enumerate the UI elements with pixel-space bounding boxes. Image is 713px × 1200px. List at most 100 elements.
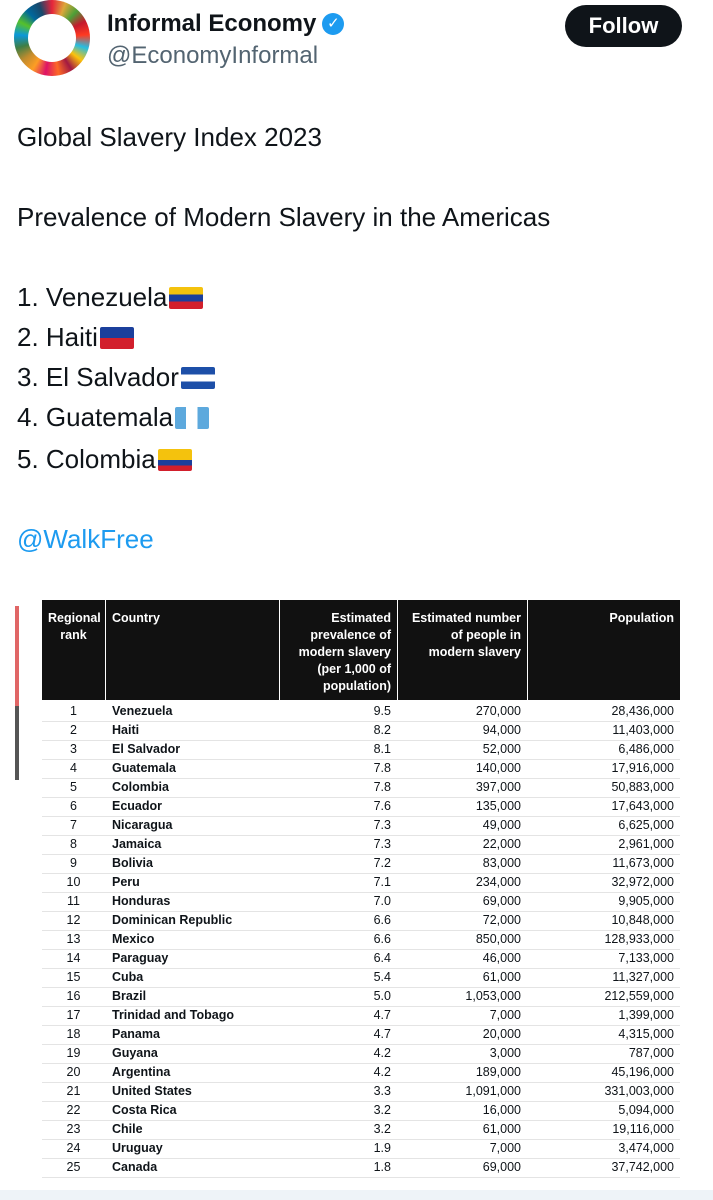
table-cell: 10,848,000 bbox=[611, 913, 674, 927]
list-text: 4. Guatemala bbox=[17, 402, 174, 432]
table-cell: 16 bbox=[66, 989, 81, 1003]
table-cell: 7,133,000 bbox=[618, 951, 674, 965]
table-cell: 20 bbox=[66, 1065, 81, 1079]
row-line bbox=[42, 930, 680, 931]
table-cell: 787,000 bbox=[628, 1046, 674, 1060]
table-cell: Guyana bbox=[112, 1046, 158, 1060]
table-cell: 7.8 bbox=[373, 761, 391, 775]
table-cell: 24 bbox=[66, 1141, 81, 1155]
tweet-subtitle: Prevalence of Modern Slavery in the Amer… bbox=[17, 202, 551, 232]
list-item: 2. Haiti bbox=[17, 322, 134, 353]
header-text: of people in bbox=[450, 628, 521, 642]
list-item: 1. Venezuela bbox=[17, 282, 204, 313]
list-item: 3. El Salvador bbox=[17, 362, 215, 393]
table-cell: Honduras bbox=[112, 894, 171, 908]
name-text[interactable]: Informal Economy bbox=[107, 10, 317, 37]
table-cell: 11,673,000 bbox=[612, 856, 674, 870]
table-cell: 45,196,000 bbox=[611, 1065, 674, 1079]
table-cell: 234,000 bbox=[475, 875, 521, 889]
mention-link[interactable]: @WalkFree bbox=[17, 524, 154, 554]
account-name[interactable]: Informal Economy ✓ bbox=[107, 10, 345, 38]
row-line bbox=[42, 759, 680, 760]
table-cell: 12 bbox=[66, 913, 81, 927]
list-text: 5. Colombia bbox=[17, 444, 156, 474]
table-cell: 17 bbox=[66, 1008, 81, 1022]
header-text: Population bbox=[609, 611, 674, 625]
side-bar bbox=[15, 706, 19, 780]
table-cell: 13 bbox=[66, 932, 81, 946]
table-cell: Cuba bbox=[112, 970, 144, 984]
header-cell: Population bbox=[528, 600, 680, 700]
table-cell: 5.4 bbox=[373, 970, 391, 984]
row-line bbox=[42, 1082, 680, 1083]
table-cell: 17,643,000 bbox=[611, 799, 674, 813]
table-cell: 7.0 bbox=[373, 894, 391, 908]
row-line bbox=[42, 1063, 680, 1064]
table-cell: Chile bbox=[112, 1122, 143, 1136]
table-cell: 4.2 bbox=[373, 1065, 391, 1079]
table-cell: 7.8 bbox=[373, 780, 391, 794]
table-cell: 1 bbox=[70, 704, 77, 718]
flag bbox=[157, 448, 192, 471]
table-cell: 3.2 bbox=[373, 1122, 391, 1136]
table-cell: 8.1 bbox=[373, 742, 391, 756]
table-cell: 28,436,000 bbox=[611, 704, 674, 718]
table-cell: Jamaica bbox=[112, 837, 162, 851]
table-cell: 6.4 bbox=[373, 951, 391, 965]
verified-badge: ✓ bbox=[322, 13, 345, 35]
row-line bbox=[42, 1006, 680, 1007]
table-cell: 19,116,000 bbox=[612, 1122, 674, 1136]
table-cell: El Salvador bbox=[112, 742, 181, 756]
table-cell: Costa Rica bbox=[112, 1103, 177, 1117]
row-line bbox=[42, 1177, 680, 1178]
table-cell: 4.7 bbox=[373, 1027, 391, 1041]
table-cell: Panama bbox=[112, 1027, 160, 1041]
header-text: Estimated bbox=[331, 611, 391, 625]
table-cell: 5.0 bbox=[373, 989, 391, 1003]
table-cell: 189,000 bbox=[475, 1065, 521, 1079]
header-text: modern slavery bbox=[298, 645, 391, 659]
handle[interactable]: @EconomyInformal bbox=[107, 42, 319, 69]
follow-button[interactable]: Follow bbox=[565, 5, 682, 47]
table: Regional rank Country Estimated prevalence o… bbox=[42, 600, 680, 1180]
table-cell: 32,972,000 bbox=[611, 875, 674, 889]
list-item: 5. Colombia bbox=[17, 444, 192, 475]
row-line bbox=[42, 911, 680, 912]
table-cell: 7.1 bbox=[373, 875, 391, 889]
row-line bbox=[42, 778, 680, 779]
table-cell: 1,053,000 bbox=[465, 989, 521, 1003]
header-cell: Country bbox=[106, 600, 279, 700]
row-line bbox=[42, 1158, 680, 1159]
table-cell: 20,000 bbox=[482, 1027, 521, 1041]
row-line bbox=[42, 1025, 680, 1026]
header-text: modern slavery bbox=[428, 645, 521, 659]
flag bbox=[175, 406, 210, 429]
table-cell: 3,474,000 bbox=[618, 1141, 674, 1155]
table-cell: 4.7 bbox=[373, 1008, 391, 1022]
flag bbox=[99, 326, 134, 349]
row-line bbox=[42, 721, 680, 722]
row-line bbox=[42, 873, 680, 874]
table-cell: 8 bbox=[70, 837, 77, 851]
table-cell: 6,625,000 bbox=[618, 818, 674, 832]
table-cell: 6,486,000 bbox=[618, 742, 674, 756]
row-line bbox=[42, 949, 680, 950]
table-cell: 10 bbox=[66, 875, 81, 889]
list-text: 1. Venezuela bbox=[17, 282, 168, 312]
table-cell: 16,000 bbox=[482, 1103, 521, 1117]
table-cell: 72,000 bbox=[482, 913, 521, 927]
avatar[interactable] bbox=[14, 0, 90, 76]
table-cell: 52,000 bbox=[482, 742, 521, 756]
table-cell: Venezuela bbox=[112, 704, 173, 718]
header-text: Regional bbox=[48, 611, 101, 625]
table-cell: 8.2 bbox=[373, 723, 391, 737]
table-cell: 5 bbox=[70, 780, 77, 794]
table-cell: Guatemala bbox=[112, 761, 176, 775]
table-cell: 3,000 bbox=[489, 1046, 521, 1060]
table-cell: 69,000 bbox=[482, 1160, 521, 1174]
table-cell: Brazil bbox=[112, 989, 147, 1003]
row-line bbox=[42, 797, 680, 798]
table-cell: 22 bbox=[66, 1103, 81, 1117]
table-cell: Uruguay bbox=[112, 1141, 163, 1155]
